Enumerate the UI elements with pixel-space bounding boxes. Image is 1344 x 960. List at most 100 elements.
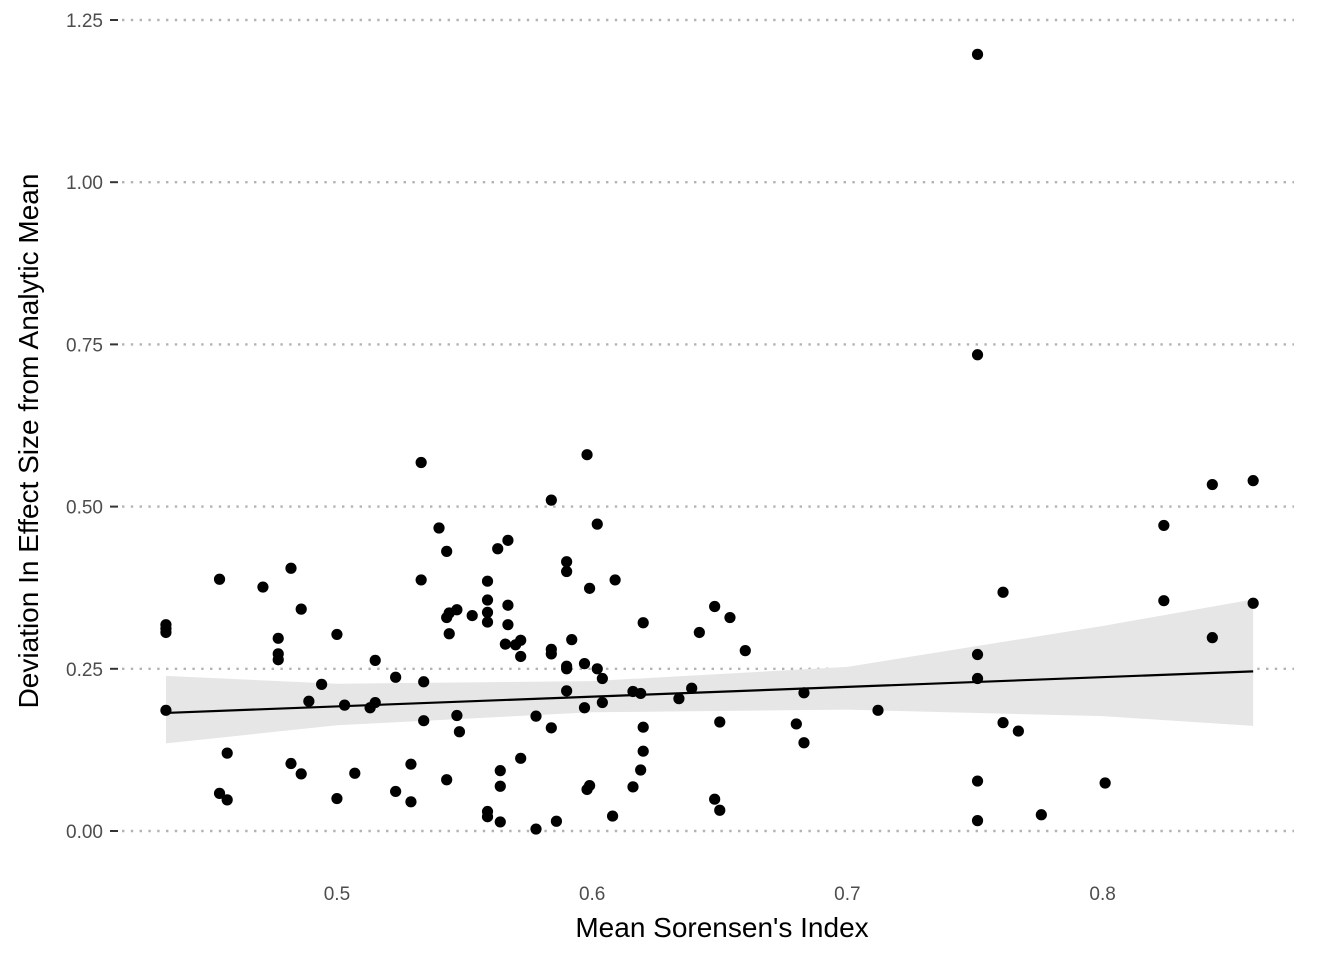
data-point	[481, 606, 494, 618]
data-point	[596, 672, 608, 685]
x-tick-label: 0.7	[834, 884, 860, 905]
data-point	[418, 676, 430, 688]
data-point	[515, 634, 527, 646]
data-point	[1099, 777, 1111, 789]
data-point	[502, 534, 514, 546]
data-point	[561, 556, 573, 568]
data-point	[997, 717, 1009, 729]
data-point	[415, 574, 427, 586]
data-point	[213, 787, 226, 799]
data-point	[272, 632, 284, 644]
data-point	[1247, 475, 1259, 487]
data-point	[578, 702, 591, 714]
data-point	[492, 543, 504, 555]
data-point	[494, 765, 506, 777]
data-point	[433, 522, 445, 534]
data-point	[709, 600, 721, 613]
y-tick-label: 1.00	[66, 173, 103, 194]
data-point	[530, 710, 542, 722]
data-point	[303, 695, 315, 707]
data-point	[257, 581, 269, 593]
data-point	[441, 774, 453, 786]
data-points	[160, 48, 1259, 835]
data-point	[627, 781, 639, 793]
data-point	[709, 793, 721, 805]
data-point	[451, 709, 463, 722]
data-point	[515, 650, 527, 663]
data-point	[494, 816, 506, 828]
x-axis-title: Mean Sorensen's Index	[575, 912, 868, 943]
data-point	[405, 796, 417, 808]
data-point	[739, 645, 751, 657]
data-point	[637, 721, 649, 733]
data-point	[331, 628, 343, 641]
y-tick-label: 0.00	[66, 822, 103, 843]
data-point	[635, 687, 647, 700]
y-tick-label: 0.50	[66, 498, 103, 519]
data-point	[591, 518, 603, 530]
data-point	[609, 574, 621, 586]
data-point	[481, 575, 494, 587]
gridlines	[122, 18, 1294, 833]
data-point	[338, 699, 351, 711]
data-point	[596, 696, 608, 709]
data-point	[1206, 632, 1218, 644]
x-tick-label: 0.8	[1089, 884, 1115, 905]
data-point	[673, 693, 685, 705]
data-point	[481, 594, 494, 606]
y-axis-title: Deviation In Effect Size from Analytic M…	[13, 174, 44, 709]
x-axis: 0.5 0.6 0.7 0.8	[324, 884, 1116, 905]
data-point	[724, 611, 736, 624]
data-point	[221, 747, 233, 759]
confidence-band-layer	[165, 599, 1254, 744]
data-point	[637, 617, 649, 629]
data-point	[606, 810, 619, 822]
data-point	[515, 752, 527, 764]
data-point	[714, 804, 726, 816]
data-point	[566, 634, 578, 646]
y-tick-label: 0.25	[66, 660, 103, 681]
data-point	[798, 737, 810, 749]
data-point	[637, 745, 649, 757]
data-point	[971, 815, 984, 827]
data-point	[545, 494, 557, 506]
data-point	[561, 685, 573, 697]
data-point	[1206, 478, 1218, 491]
x-tick-label: 0.6	[579, 884, 605, 905]
data-point	[443, 628, 455, 640]
y-tick-label: 1.25	[66, 11, 103, 32]
data-point	[635, 764, 647, 776]
data-point	[405, 758, 417, 770]
data-point	[415, 456, 427, 469]
data-point	[584, 779, 596, 792]
data-point	[1012, 725, 1024, 737]
data-point	[295, 768, 307, 780]
data-point	[561, 565, 573, 578]
data-point	[578, 658, 591, 670]
data-point	[971, 775, 984, 787]
data-point	[481, 616, 494, 628]
data-point	[798, 687, 810, 699]
data-point	[451, 604, 463, 616]
data-point	[1247, 597, 1259, 609]
data-point	[530, 823, 542, 835]
data-point	[971, 672, 984, 685]
data-point	[545, 648, 557, 660]
data-point	[686, 682, 698, 694]
data-point	[550, 815, 563, 827]
data-point	[466, 609, 478, 622]
data-point	[1035, 809, 1047, 821]
data-point	[997, 586, 1009, 598]
data-point	[160, 704, 172, 716]
data-point	[494, 780, 506, 792]
data-point	[714, 716, 726, 728]
data-point	[971, 349, 984, 361]
data-point	[221, 794, 233, 806]
data-point	[561, 663, 573, 675]
data-point	[584, 582, 596, 594]
y-axis: 0.00 0.25 0.50 0.75 1.00 1.25	[66, 11, 118, 843]
data-point	[872, 704, 884, 716]
data-point	[316, 678, 328, 690]
data-point	[790, 718, 802, 730]
